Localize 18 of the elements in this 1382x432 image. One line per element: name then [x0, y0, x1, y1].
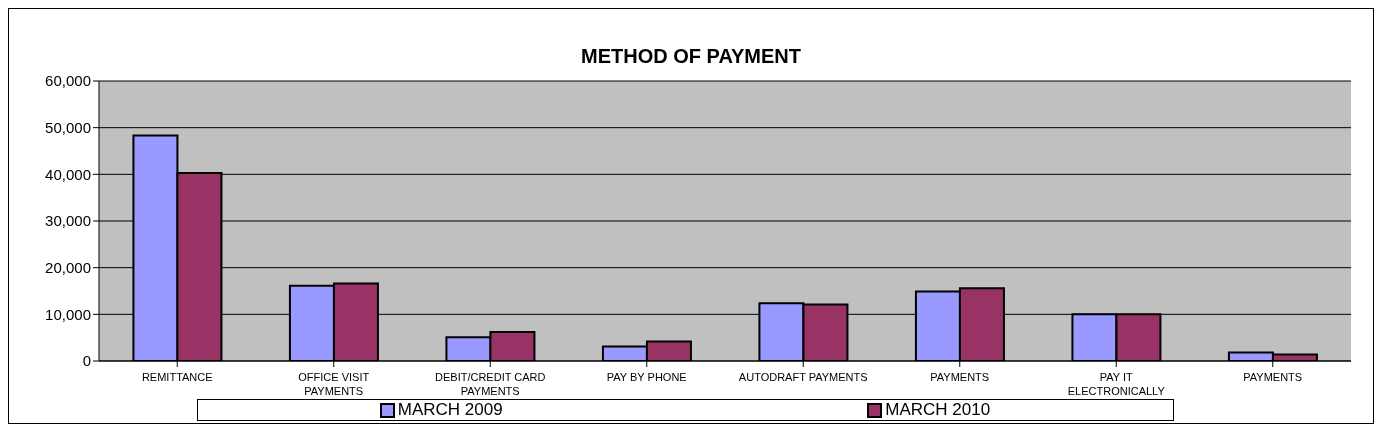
y-tick-label: 30,000	[45, 212, 91, 230]
y-tick-label: 40,000	[45, 165, 91, 183]
legend-label: MARCH 2009	[396, 400, 503, 420]
y-tick-label: 20,000	[45, 258, 91, 276]
y-tick-label: 10,000	[45, 305, 91, 323]
x-tick-label: PAYMENTS	[930, 371, 990, 383]
y-tick-label: 60,000	[45, 72, 91, 90]
x-tick-label: PAY BY PHONE	[606, 371, 687, 383]
x-tick-label: AUTODRAFT PAYMENTS	[738, 371, 868, 383]
chart-title: METHOD OF PAYMENT	[580, 45, 802, 69]
x-tick-label: DEBIT/CREDIT CARD PAYMENTS	[435, 371, 546, 397]
y-tick-label: 50,000	[45, 118, 91, 136]
y-tick-label: 0	[82, 352, 91, 370]
x-tick-label: PAY IT ELECTRONICALLY	[1067, 371, 1166, 397]
legend-label: MARCH 2010	[884, 400, 991, 420]
x-tick-label: REMITTANCE	[141, 371, 213, 383]
x-tick-label: PAYMENTS	[1243, 371, 1303, 383]
x-tick-label: OFFICE VISIT PAYMENTS	[298, 371, 370, 397]
